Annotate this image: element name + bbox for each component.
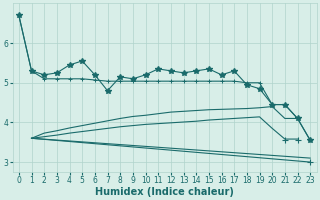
- X-axis label: Humidex (Indice chaleur): Humidex (Indice chaleur): [95, 187, 234, 197]
